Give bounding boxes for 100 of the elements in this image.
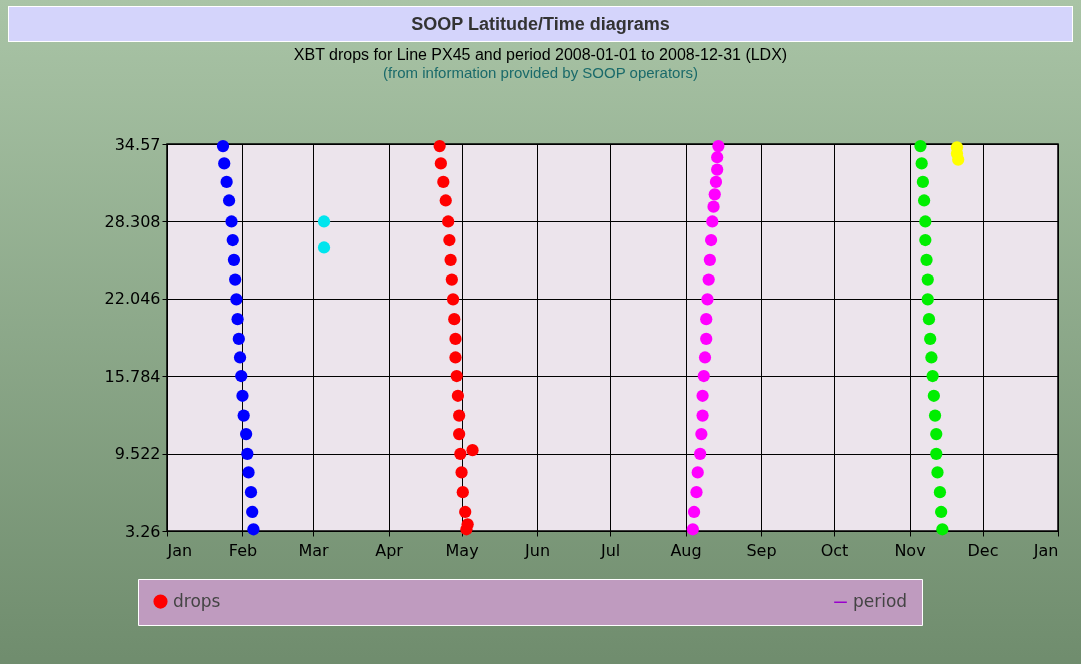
x-tick-label: Aug bbox=[670, 540, 702, 560]
point bbox=[704, 233, 718, 247]
point bbox=[247, 523, 260, 536]
point bbox=[444, 253, 457, 266]
point bbox=[446, 293, 460, 306]
point bbox=[230, 293, 243, 306]
point bbox=[696, 389, 709, 402]
point bbox=[232, 332, 245, 346]
point bbox=[451, 389, 465, 402]
point bbox=[698, 351, 712, 364]
point bbox=[690, 486, 703, 499]
x-tick-label: Jul bbox=[599, 540, 621, 560]
chart-title: SOOP Latitude/Time diagrams bbox=[8, 6, 1073, 42]
point bbox=[246, 505, 259, 519]
point bbox=[448, 313, 461, 326]
point bbox=[712, 139, 725, 153]
point bbox=[916, 175, 930, 189]
point bbox=[454, 447, 467, 460]
y-tick-label: 9.522 bbox=[114, 444, 161, 464]
point bbox=[244, 486, 258, 499]
point bbox=[445, 273, 458, 286]
y-tick-label: 15.784 bbox=[104, 366, 161, 386]
point bbox=[691, 466, 704, 479]
point bbox=[236, 389, 249, 402]
y-tick-label: 28.308 bbox=[104, 211, 161, 231]
x-tick-label: May bbox=[445, 540, 479, 560]
point bbox=[706, 215, 719, 228]
point bbox=[449, 351, 462, 364]
point bbox=[701, 293, 714, 306]
point bbox=[917, 194, 931, 207]
point bbox=[225, 215, 238, 228]
point bbox=[924, 332, 937, 346]
point bbox=[920, 253, 933, 266]
point bbox=[703, 253, 716, 266]
legend-label: drops bbox=[173, 590, 221, 611]
point bbox=[239, 427, 253, 441]
point bbox=[242, 466, 255, 479]
point bbox=[442, 215, 455, 228]
x-tick-label: Mar bbox=[298, 540, 330, 560]
x-tick-label: Dec bbox=[967, 540, 999, 560]
point bbox=[709, 175, 723, 189]
x-tick-label: Sep bbox=[746, 540, 777, 560]
x-tick-label: Jan bbox=[166, 540, 193, 560]
point bbox=[694, 447, 707, 460]
point bbox=[453, 409, 466, 422]
point bbox=[439, 194, 452, 207]
point bbox=[711, 151, 724, 164]
point bbox=[449, 332, 462, 346]
point bbox=[231, 313, 244, 326]
point bbox=[926, 369, 939, 383]
point bbox=[434, 157, 447, 170]
point bbox=[921, 273, 934, 286]
point bbox=[227, 253, 241, 266]
point bbox=[241, 447, 254, 460]
point bbox=[459, 505, 472, 519]
point bbox=[921, 293, 934, 306]
chart-subtitle: XBT drops for Line PX45 and period 2008-01-01 to 2008-12-31 (LDX) bbox=[292, 46, 789, 64]
point bbox=[930, 447, 943, 460]
point bbox=[707, 200, 720, 213]
point bbox=[925, 351, 938, 364]
point bbox=[466, 444, 479, 457]
point bbox=[928, 409, 942, 422]
point bbox=[455, 466, 468, 479]
point bbox=[453, 427, 466, 441]
point bbox=[697, 369, 710, 383]
point bbox=[220, 175, 233, 189]
point bbox=[235, 369, 248, 383]
point bbox=[226, 233, 239, 247]
point bbox=[702, 273, 715, 286]
point bbox=[919, 233, 932, 247]
point bbox=[711, 163, 724, 176]
point bbox=[317, 215, 331, 228]
point bbox=[914, 139, 927, 153]
point bbox=[933, 486, 947, 499]
x-tick-label: Feb bbox=[228, 540, 258, 560]
point bbox=[695, 427, 708, 441]
point bbox=[687, 505, 701, 519]
legend-label: period bbox=[853, 591, 908, 612]
x-tick-label: Oct bbox=[820, 540, 849, 560]
point bbox=[700, 313, 713, 326]
point bbox=[229, 273, 242, 286]
point bbox=[237, 409, 250, 422]
point bbox=[456, 486, 469, 499]
point bbox=[222, 194, 236, 207]
point bbox=[935, 505, 948, 519]
point bbox=[317, 241, 331, 254]
point bbox=[443, 233, 456, 247]
x-tick-label: Nov bbox=[894, 540, 926, 560]
point bbox=[922, 313, 936, 326]
point bbox=[931, 466, 944, 479]
y-tick-label: 22.046 bbox=[104, 289, 161, 309]
x-tick-label: Jan bbox=[1032, 540, 1059, 560]
point bbox=[437, 175, 450, 189]
point bbox=[915, 157, 928, 170]
point bbox=[700, 332, 713, 346]
point bbox=[696, 409, 709, 422]
point bbox=[686, 523, 699, 536]
x-tick-label: Apr bbox=[375, 540, 404, 560]
point bbox=[930, 427, 943, 441]
point bbox=[218, 157, 231, 170]
